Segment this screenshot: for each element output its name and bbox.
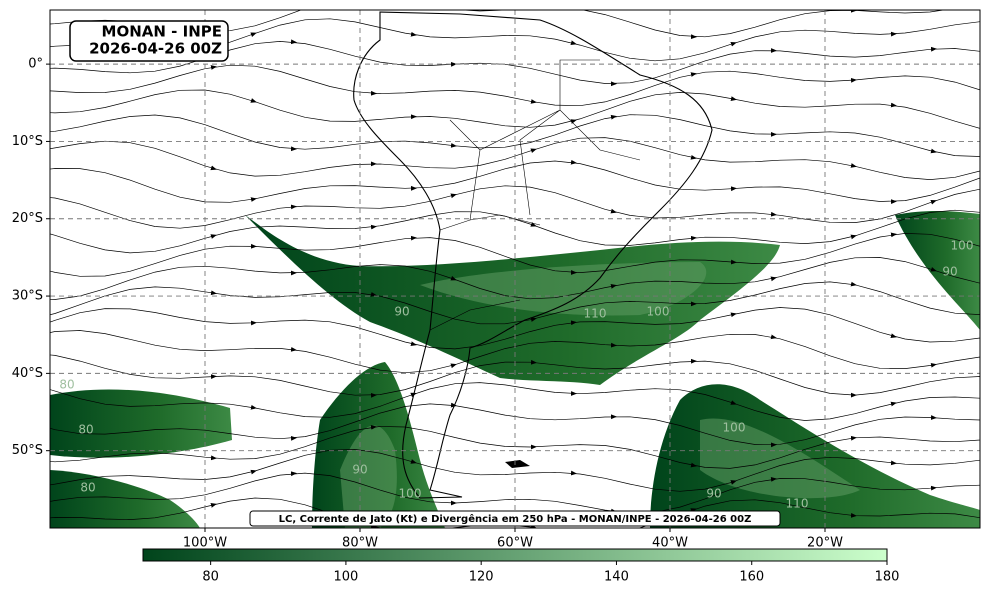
continent-outline [353, 11, 713, 499]
streamline [50, 330, 980, 374]
streamline [50, 209, 980, 254]
contour-label: 100 [647, 305, 670, 319]
y-tick-label: 40°S [12, 366, 43, 381]
contour-label: 110 [584, 307, 607, 321]
contour-label: 80 [80, 481, 95, 495]
contour-label: 80 [59, 378, 74, 392]
jet-core [340, 262, 860, 528]
contour-label: 100 [723, 421, 746, 435]
colorbar [142, 548, 888, 562]
streamline [50, 185, 980, 229]
streamline [50, 472, 980, 514]
streamline [50, 449, 980, 492]
streamline [50, 307, 980, 350]
y-tick-label: 10°S [12, 134, 43, 149]
colorbar-tick-label: 140 [604, 570, 629, 585]
title: MONAN - INPE [102, 23, 222, 41]
streamline [50, 281, 980, 325]
caption: LC, Corrente de Jato (Kt) e Divergência … [279, 513, 752, 525]
streamline [50, 114, 980, 157]
islands [505, 460, 530, 468]
colorbar-tick-label: 160 [739, 570, 764, 585]
streamline [50, 354, 980, 396]
y-tick-label: 30°S [12, 289, 43, 304]
contour-label: 90 [352, 463, 367, 477]
colorbar-tick-label: 180 [875, 570, 900, 585]
streamline [50, 426, 980, 469]
streamline [50, 257, 980, 300]
x-tick-label: 40°W [652, 536, 688, 551]
contour-label: 80 [78, 423, 93, 437]
streamline [50, 89, 980, 129]
x-tick-label: 20°W [807, 536, 843, 551]
colorbar-tick-label: 100 [333, 570, 358, 585]
streamline [50, 137, 980, 180]
contour-label: 110 [786, 497, 809, 511]
y-tick-label: 20°S [12, 211, 43, 226]
x-tick-label: 80°W [342, 536, 378, 551]
subtitle: 2026-04-26 00Z [89, 40, 222, 58]
colorbar-tick-label: 80 [202, 570, 219, 585]
streamline [50, 233, 980, 277]
contour-label: 90 [706, 487, 721, 501]
contour-label: 90 [942, 265, 957, 279]
contour-label: 100 [399, 487, 422, 501]
streamline [50, 403, 980, 445]
x-tick-label: 60°W [497, 536, 533, 551]
colorbar-tick-label: 120 [469, 570, 494, 585]
x-tick-label: 100°W [183, 536, 227, 551]
contour-label: 100 [951, 239, 974, 253]
y-tick-label: 50°S [12, 443, 43, 458]
caption-box [249, 510, 781, 527]
streamline [50, 64, 980, 107]
streamline [50, 497, 980, 528]
borders [429, 59, 641, 331]
contour-label: 90 [394, 305, 409, 319]
streamline [50, 382, 980, 421]
y-tick-label: 0° [28, 57, 43, 72]
streamline [50, 160, 980, 203]
title-box [69, 20, 229, 62]
